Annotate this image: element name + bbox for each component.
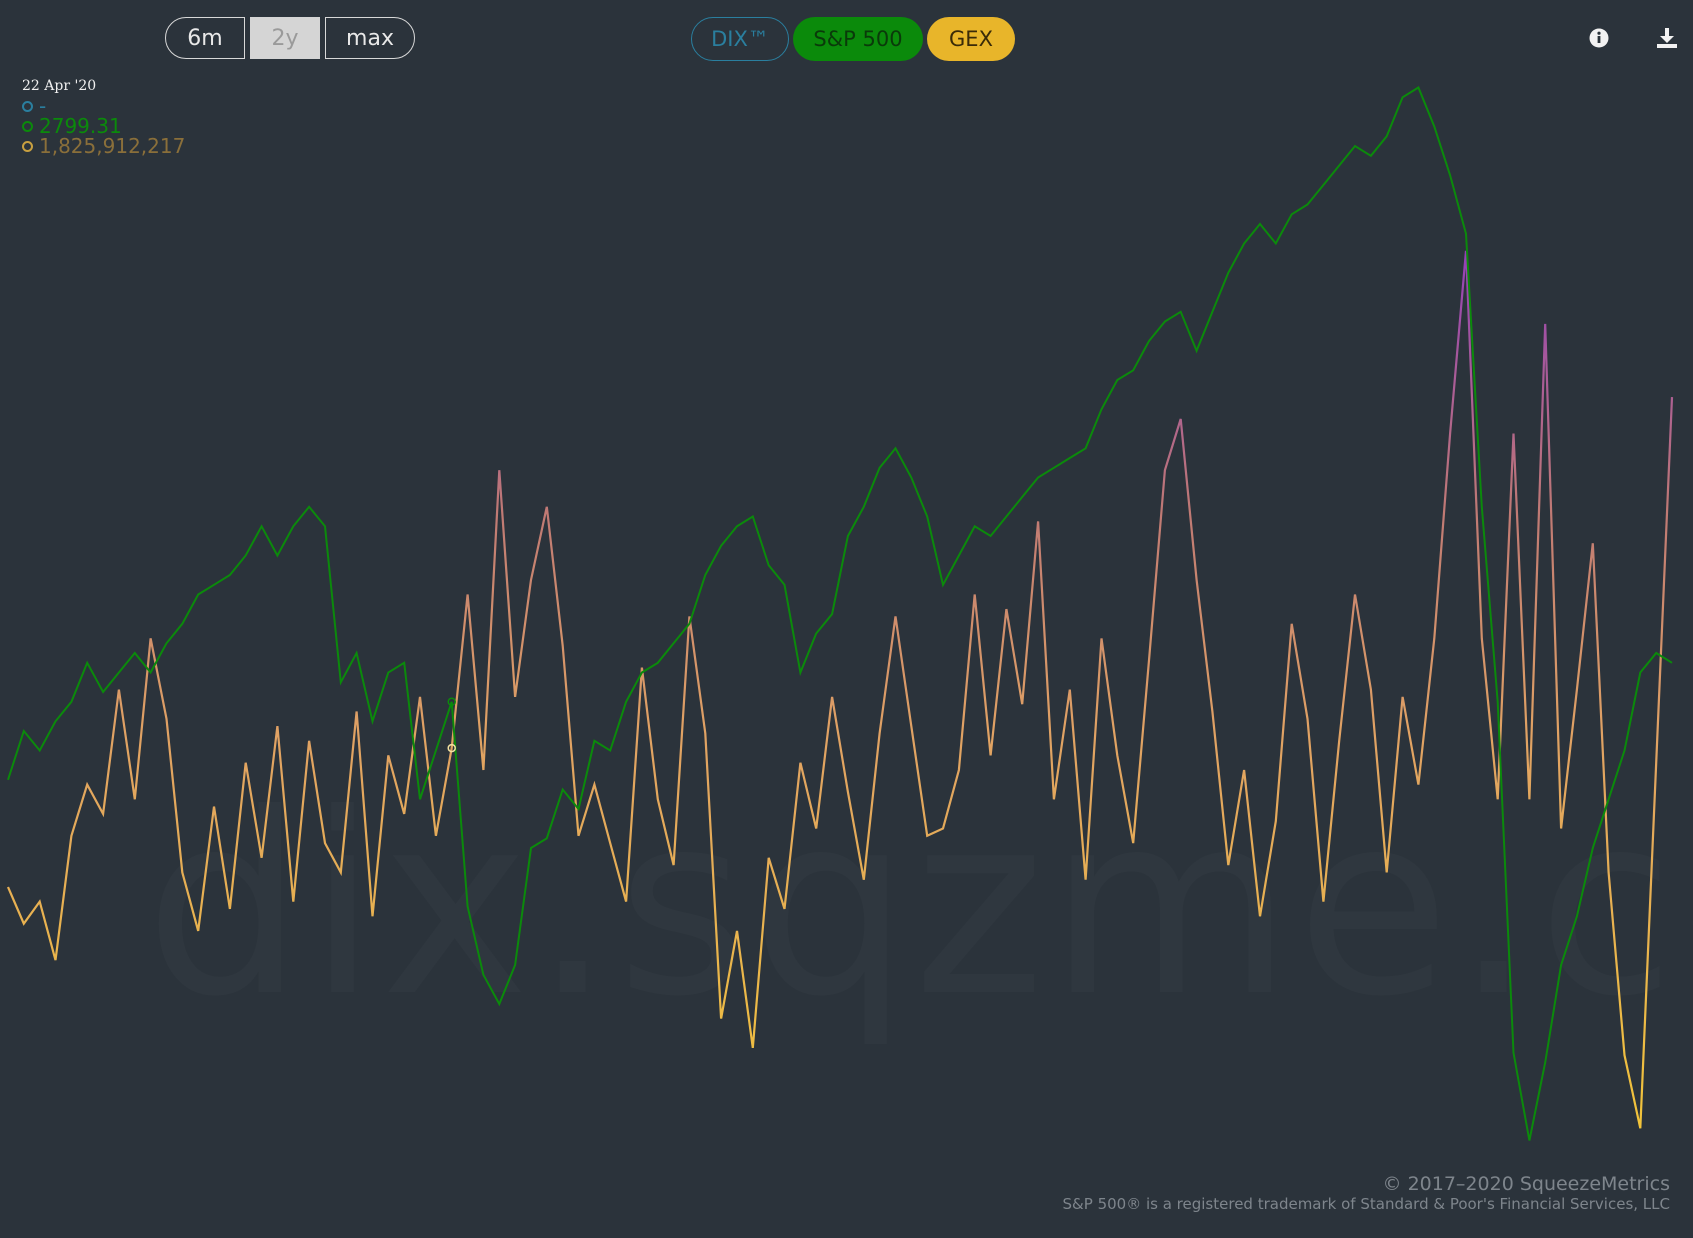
readout-spx-row: 2799.31	[22, 116, 185, 136]
hover-readout: 22 Apr '20 - 2799.31 1,825,912,217	[22, 76, 185, 156]
trademark-text: S&P 500® is a registered trademark of St…	[1062, 1195, 1670, 1213]
gex-marker-icon	[22, 140, 33, 152]
range-2y-button[interactable]: 2y	[250, 17, 320, 59]
range-6m-button[interactable]: 6m	[165, 17, 245, 59]
spx-series-line	[7, 86, 1673, 1141]
readout-gex-row: 1,825,912,217	[22, 136, 185, 156]
footer: © 2017–2020 SqueezeMetrics S&P 500® is a…	[1063, 1173, 1670, 1213]
download-icon[interactable]	[1655, 26, 1679, 50]
gex-series-line	[6, 250, 1674, 1129]
copyright-text: © 2017–2020 SqueezeMetrics	[1382, 1173, 1670, 1195]
dix-marker-icon	[22, 100, 33, 112]
readout-dix-row: -	[22, 96, 185, 116]
readout-gex-value: 1,825,912,217	[39, 134, 186, 158]
readout-date: 22 Apr '20	[22, 78, 97, 94]
range-selector: 6m 2y max	[165, 17, 415, 59]
hover-marker-spx	[447, 697, 456, 706]
hover-marker-gex	[447, 743, 456, 753]
readout-dix-value: -	[39, 94, 47, 118]
info-icon[interactable]	[1587, 26, 1611, 50]
gex-toggle-button[interactable]: GEX	[927, 17, 1015, 61]
series-toggles: DIX™ S&P 500 GEX	[691, 17, 1015, 61]
spx-marker-icon	[22, 120, 33, 132]
readout-spx-value: 2799.31	[39, 114, 122, 138]
range-max-button[interactable]: max	[325, 17, 415, 59]
spx-toggle-button[interactable]: S&P 500	[793, 17, 923, 61]
dix-toggle-button[interactable]: DIX™	[691, 17, 789, 61]
